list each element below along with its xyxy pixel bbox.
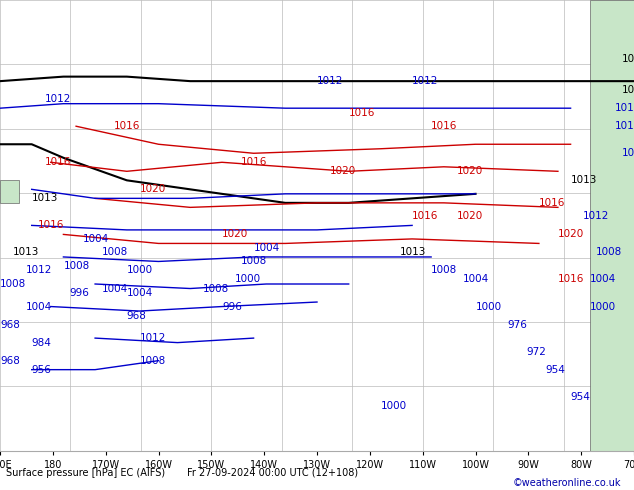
Text: 1004: 1004 [101, 284, 127, 294]
Text: 1020: 1020 [456, 211, 482, 221]
Text: 976: 976 [507, 319, 527, 330]
Text: 1012: 1012 [412, 76, 439, 86]
Text: 1016: 1016 [241, 157, 268, 167]
Text: 1016: 1016 [38, 220, 65, 230]
Text: 1020: 1020 [558, 229, 584, 240]
Text: Surface pressure [hPa] EC (AIFS)       Fr 27-09-2024 00:00 UTC (12+108): Surface pressure [hPa] EC (AIFS) Fr 27-0… [6, 468, 358, 478]
Text: 1000: 1000 [380, 401, 406, 411]
Text: 1020: 1020 [139, 184, 165, 195]
Text: 1012: 1012 [583, 211, 610, 221]
Text: 954: 954 [571, 392, 590, 402]
Text: 1013: 1013 [571, 175, 597, 185]
Text: 984: 984 [32, 338, 51, 347]
Text: 954: 954 [545, 365, 565, 375]
Text: 1008: 1008 [139, 356, 165, 366]
Text: 972: 972 [526, 346, 546, 357]
Text: 1008: 1008 [621, 148, 634, 158]
Text: 1020: 1020 [456, 166, 482, 176]
Text: 1016: 1016 [114, 121, 141, 131]
Text: 968: 968 [0, 356, 20, 366]
Polygon shape [590, 0, 634, 451]
Text: 1013: 1013 [621, 53, 634, 64]
Text: 1012: 1012 [44, 94, 71, 104]
Text: 1020: 1020 [222, 229, 248, 240]
Text: 1016: 1016 [431, 121, 458, 131]
Text: 1008: 1008 [203, 284, 229, 294]
Text: 1000: 1000 [476, 301, 501, 312]
Text: 956: 956 [32, 365, 51, 375]
Text: 1016: 1016 [349, 108, 375, 118]
Text: 1004: 1004 [590, 274, 616, 285]
Text: 1000: 1000 [235, 274, 261, 285]
Text: 1013: 1013 [13, 247, 39, 257]
Text: 1008: 1008 [241, 256, 267, 267]
Text: 1012: 1012 [615, 103, 634, 113]
Text: 1004: 1004 [127, 288, 153, 298]
Text: 1008: 1008 [431, 266, 457, 275]
Text: 1012: 1012 [615, 121, 634, 131]
Text: ©weatheronline.co.uk: ©weatheronline.co.uk [513, 478, 621, 488]
Text: 1008: 1008 [0, 279, 26, 289]
Text: 1000: 1000 [127, 266, 153, 275]
Text: 1008: 1008 [101, 247, 127, 257]
Text: 1004: 1004 [25, 301, 51, 312]
Text: 1012: 1012 [139, 333, 166, 343]
Text: 1016: 1016 [412, 211, 439, 221]
Text: 996: 996 [222, 301, 242, 312]
Text: 1004: 1004 [463, 274, 489, 285]
Text: 1013: 1013 [621, 85, 634, 95]
Text: 996: 996 [70, 288, 89, 298]
Text: 1004: 1004 [254, 243, 280, 253]
Text: 1020: 1020 [330, 166, 356, 176]
Text: 1008: 1008 [596, 247, 622, 257]
Text: 1012: 1012 [317, 76, 344, 86]
Text: 1016: 1016 [558, 274, 585, 285]
Text: 1016: 1016 [44, 157, 71, 167]
Text: 1013: 1013 [32, 194, 58, 203]
Text: 1000: 1000 [590, 301, 616, 312]
Text: 1013: 1013 [399, 247, 426, 257]
Text: 968: 968 [127, 311, 146, 320]
Text: 1004: 1004 [82, 234, 108, 244]
Text: 968: 968 [0, 319, 20, 330]
Text: 1008: 1008 [63, 261, 89, 271]
Text: 1012: 1012 [25, 266, 52, 275]
Text: 1016: 1016 [539, 198, 566, 208]
Polygon shape [0, 180, 19, 203]
